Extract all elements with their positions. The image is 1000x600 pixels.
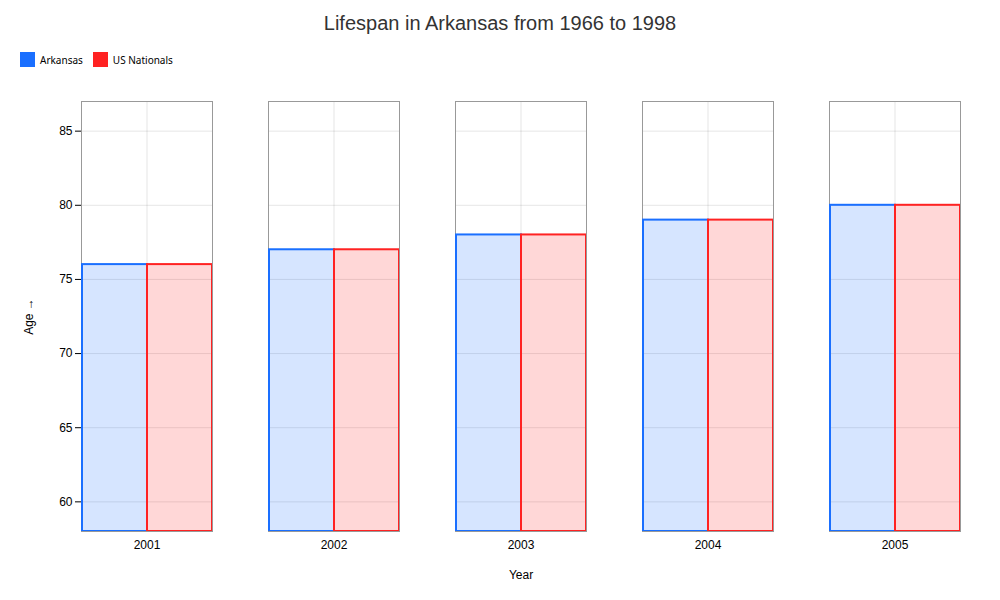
svg-text:2004: 2004 (695, 538, 722, 552)
svg-text:Age →: Age → (22, 298, 36, 335)
svg-text:65: 65 (59, 421, 73, 435)
svg-text:Year: Year (509, 568, 533, 582)
html-text:Arkansas: Arkansas (40, 52, 83, 67)
svg-text:85: 85 (59, 124, 73, 138)
html-text:US Nationals: US Nationals (112, 52, 173, 67)
html-text:Lifespan in Arkansas from 1966: Lifespan in Arkansas from 1966 to 1998 (323, 12, 677, 34)
svg-text:2003: 2003 (508, 538, 535, 552)
svg-text:75: 75 (59, 272, 73, 286)
svg-text:80: 80 (59, 198, 73, 212)
svg-text:2001: 2001 (134, 538, 161, 552)
svg-text:60: 60 (59, 495, 73, 509)
svg-text:2002: 2002 (321, 538, 348, 552)
svg-text:70: 70 (59, 346, 73, 360)
svg-text:2005: 2005 (882, 538, 909, 552)
